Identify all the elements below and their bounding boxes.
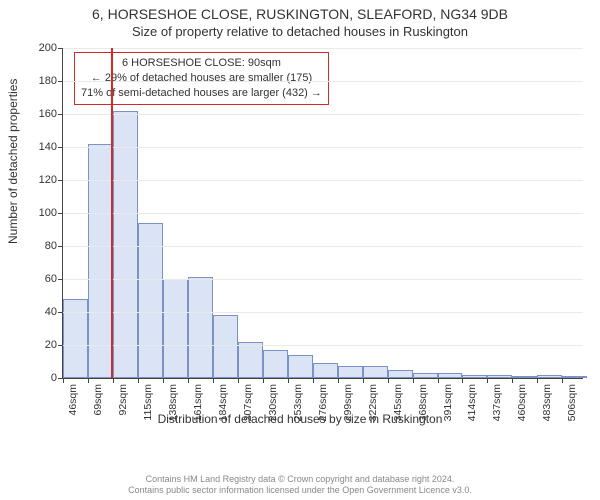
histogram-bar: [88, 144, 113, 378]
x-tick-mark: [88, 378, 89, 383]
y-tick-mark: [58, 48, 63, 49]
histogram-bar: [63, 299, 88, 378]
chart-area: Number of detached properties 0204060801…: [0, 44, 600, 454]
x-tick-mark: [388, 378, 389, 383]
x-tick-label: 92sqm: [117, 384, 129, 416]
gridline-h: [63, 345, 583, 346]
y-tick-label: 160: [39, 108, 57, 120]
reference-line: [111, 48, 113, 378]
x-tick-mark: [213, 378, 214, 383]
x-tick-mark: [188, 378, 189, 383]
histogram-bar: [113, 111, 138, 378]
y-tick-label: 40: [45, 306, 57, 318]
histogram-bar: [462, 375, 487, 378]
x-tick-mark: [338, 378, 339, 383]
gridline-h: [63, 114, 583, 115]
y-tick-label: 0: [51, 372, 57, 384]
histogram-bar: [238, 342, 263, 378]
y-tick-label: 180: [39, 75, 57, 87]
y-tick-mark: [58, 81, 63, 82]
histogram-bar: [413, 373, 438, 378]
y-tick-label: 100: [39, 207, 57, 219]
x-axis-label: Distribution of detached houses by size …: [0, 412, 600, 426]
histogram-bar: [363, 366, 388, 378]
x-tick-label: 69sqm: [92, 384, 104, 416]
y-tick-mark: [58, 279, 63, 280]
y-tick-mark: [58, 312, 63, 313]
x-tick-mark: [138, 378, 139, 383]
histogram-bar: [213, 315, 238, 378]
histogram-bar: [313, 363, 338, 378]
x-tick-mark: [163, 378, 164, 383]
y-tick-label: 60: [45, 273, 57, 285]
y-tick-label: 140: [39, 141, 57, 153]
gridline-h: [63, 279, 583, 280]
gridline-h: [63, 81, 583, 82]
gridline-h: [63, 312, 583, 313]
x-tick-mark: [462, 378, 463, 383]
histogram-bar: [537, 375, 562, 378]
gridline-h: [63, 213, 583, 214]
title-block: 6, HORSESHOE CLOSE, RUSKINGTON, SLEAFORD…: [0, 0, 600, 39]
histogram-bar: [388, 370, 413, 378]
x-tick-mark: [562, 378, 563, 383]
x-tick-mark: [413, 378, 414, 383]
plot-region: 02040608010012014016018020046sqm69sqm92s…: [62, 48, 583, 379]
y-tick-label: 20: [45, 339, 57, 351]
y-tick-label: 80: [45, 240, 57, 252]
histogram-bar: [288, 355, 313, 378]
histogram-bar: [188, 277, 213, 378]
gridline-h: [63, 246, 583, 247]
x-tick-mark: [512, 378, 513, 383]
chart-title: 6, HORSESHOE CLOSE, RUSKINGTON, SLEAFORD…: [0, 6, 600, 22]
footnote: Contains HM Land Registry data © Crown c…: [0, 474, 600, 497]
x-tick-mark: [313, 378, 314, 383]
y-tick-mark: [58, 345, 63, 346]
x-tick-mark: [537, 378, 538, 383]
x-tick-mark: [288, 378, 289, 383]
y-tick-mark: [58, 246, 63, 247]
histogram-bar: [163, 279, 188, 378]
histogram-bar: [562, 376, 587, 378]
x-tick-mark: [238, 378, 239, 383]
x-tick-label: 46sqm: [67, 384, 79, 416]
x-tick-mark: [113, 378, 114, 383]
x-tick-mark: [63, 378, 64, 383]
histogram-bar: [487, 375, 512, 378]
histogram-bar: [338, 366, 363, 378]
y-tick-label: 200: [39, 42, 57, 54]
gridline-h: [63, 48, 583, 49]
y-tick-mark: [58, 213, 63, 214]
gridline-h: [63, 147, 583, 148]
gridline-h: [63, 180, 583, 181]
y-tick-mark: [58, 147, 63, 148]
footnote-line-2: Contains public sector information licen…: [0, 485, 600, 496]
x-tick-mark: [487, 378, 488, 383]
histogram-bar: [438, 373, 463, 378]
y-tick-mark: [58, 180, 63, 181]
chart-container: { "titles": { "main": "6, HORSESHOE CLOS…: [0, 0, 600, 500]
x-tick-mark: [263, 378, 264, 383]
y-tick-label: 120: [39, 174, 57, 186]
chart-subtitle: Size of property relative to detached ho…: [0, 24, 600, 39]
histogram-bar: [512, 376, 537, 378]
histogram-bar: [263, 350, 288, 378]
y-axis-label: Number of detached properties: [6, 79, 20, 244]
footnote-line-1: Contains HM Land Registry data © Crown c…: [0, 474, 600, 485]
x-tick-mark: [438, 378, 439, 383]
x-tick-mark: [363, 378, 364, 383]
y-tick-mark: [58, 114, 63, 115]
